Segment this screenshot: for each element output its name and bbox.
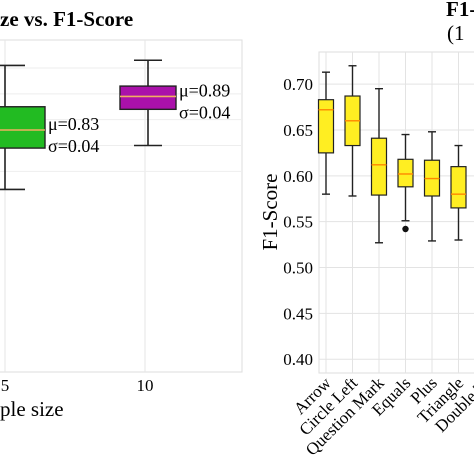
right-box-arrow <box>317 71 335 195</box>
right-y-tick: 0.70 <box>283 75 313 94</box>
right-chart-title: F1- <box>446 0 474 21</box>
right-y-tick: 0.60 <box>283 167 313 186</box>
left-boxes: μ=0.83σ=0.04μ=0.89σ=0.04 <box>0 59 230 191</box>
left-panel: ze vs. F1-Score μ=0.83σ=0.04μ=0.89σ=0.04… <box>0 7 243 421</box>
left-box-5: μ=0.83σ=0.04 <box>0 64 99 191</box>
right-chart-subtitle: (1 <box>447 21 465 45</box>
right-panel: F1- (1 0.40 0.45 0.50 0.55 0.60 0.65 0.70 F1-S… <box>258 0 474 459</box>
outlier-point <box>402 225 409 233</box>
box-iqr <box>0 106 46 149</box>
right-box-triangle <box>450 144 467 241</box>
right-y-axis-label: F1-Score <box>258 174 282 251</box>
left-x-tick-10: 10 <box>137 376 154 395</box>
right-box-plus <box>423 131 441 242</box>
left-box-10: μ=0.89σ=0.04 <box>119 59 230 147</box>
right-box-question-mark <box>370 87 388 244</box>
box-iqr <box>119 85 177 111</box>
right-plot-area <box>318 51 474 374</box>
mean-label: μ=0.89 <box>179 80 230 100</box>
right-y-tick: 0.45 <box>283 304 313 323</box>
left-x-tick-5: 5 <box>1 376 10 395</box>
right-y-ticks: 0.40 0.45 0.50 0.55 0.60 0.65 0.70 <box>283 75 313 369</box>
right-y-tick: 0.55 <box>283 213 313 232</box>
left-chart-title: ze vs. F1-Score <box>0 7 133 31</box>
std-label: σ=0.04 <box>48 136 99 156</box>
right-y-tick: 0.65 <box>283 121 313 140</box>
left-x-axis-label: ple size <box>0 397 64 421</box>
right-y-tick: 0.50 <box>283 259 313 278</box>
box-iqr <box>317 99 335 154</box>
box-iqr <box>397 158 414 188</box>
right-boxes <box>317 65 467 244</box>
right-y-tick: 0.40 <box>283 350 313 369</box>
mean-label: μ=0.83 <box>48 114 99 134</box>
right-box-equals <box>397 133 414 233</box>
right-box-circle-left <box>344 65 361 197</box>
box-iqr <box>370 137 388 196</box>
box-iqr <box>450 166 467 209</box>
std-label: σ=0.04 <box>179 102 230 122</box>
